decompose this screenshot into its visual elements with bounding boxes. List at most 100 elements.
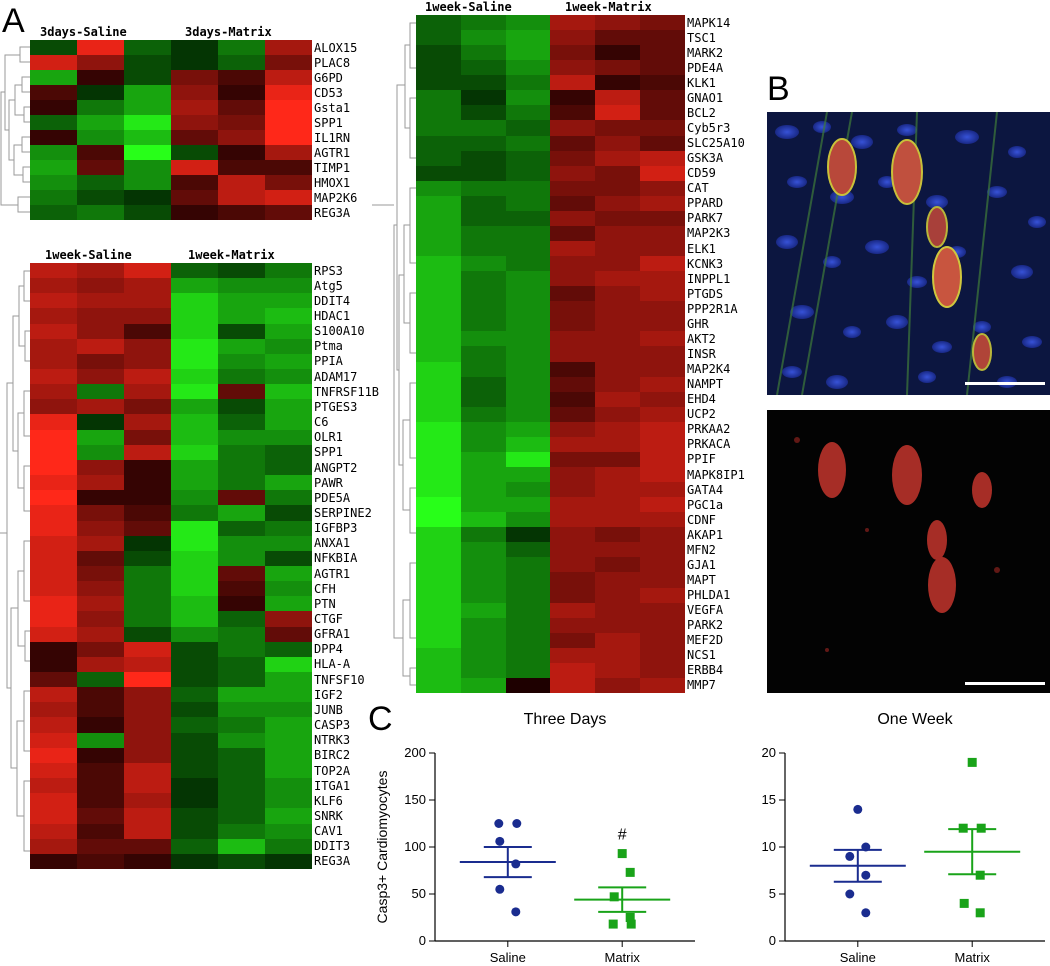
y-tick-label: 150: [404, 792, 426, 807]
gene-label: TNFRSF11B: [314, 384, 380, 399]
heatmap-cell: [77, 414, 124, 430]
heatmap-cell: [416, 120, 461, 136]
micrograph-merged-image: [767, 112, 1050, 395]
heatmap-cell: [30, 596, 77, 612]
heatmap-cell: [460, 677, 506, 693]
heatmap-cell: [550, 466, 596, 483]
heatmap-cell: [640, 150, 685, 166]
heatmap-cell: [550, 406, 596, 422]
heatmap-cell: [505, 421, 551, 437]
heatmap-cell: [460, 90, 506, 106]
heatmap-cell: [124, 581, 171, 597]
heatmap-cell: [30, 702, 77, 718]
heatmap-cell: [171, 581, 218, 597]
heatmap-cell: [30, 581, 77, 597]
heatmap-cell: [460, 256, 506, 272]
data-point-circle: [511, 859, 521, 869]
heatmap-cell: [550, 632, 596, 648]
heatmap-cell: [265, 384, 312, 400]
chart-one-week: One Week 0 5 10 15 20 Saline Matrix: [700, 700, 1050, 966]
gene-label: SLC25A10: [687, 136, 745, 151]
gene-label: G6PD: [314, 70, 343, 85]
heatmap-cell: [218, 778, 265, 794]
heatmap-cell: [77, 581, 124, 597]
heatmap-cell: [218, 399, 265, 415]
heatmap-cell: [640, 45, 685, 61]
heatmap-cell: [550, 557, 596, 573]
heatmap-cell: [550, 331, 596, 347]
gene-label: KLF6: [314, 793, 343, 808]
gene-label: INSR: [687, 347, 716, 361]
data-point-square: [608, 919, 618, 929]
heatmap-cell: [640, 210, 685, 226]
gene-label: GFRA1: [314, 627, 351, 642]
heatmap-cell: [218, 656, 265, 673]
heatmap-cell: [218, 550, 265, 566]
gene-label: TSC1: [687, 30, 716, 45]
gene-label: REG3A: [314, 205, 351, 220]
heatmap-cell: [218, 808, 265, 824]
heatmap-cell: [171, 490, 218, 506]
heatmap-cell: [265, 293, 312, 309]
heatmap-cell: [550, 271, 596, 287]
heatmap-cell: [416, 105, 461, 121]
gene-label: Atg5: [314, 278, 343, 293]
heatmap-cell: [640, 240, 685, 257]
x-tick-label: Saline: [490, 950, 526, 965]
heatmap-cell: [77, 702, 124, 718]
heatmap-cell: [171, 175, 218, 190]
heatmap-cell: [77, 369, 124, 385]
heatmap-cell: [640, 466, 685, 483]
heatmap-cell: [640, 632, 685, 648]
heatmap-cell: [77, 475, 124, 491]
heatmap-cell: [460, 105, 506, 121]
heatmap-cell: [30, 641, 77, 657]
heatmap-cell: [30, 338, 77, 354]
heatmap-cell: [550, 105, 596, 121]
heatmap-cell: [171, 853, 218, 869]
heatmap-cell: [595, 512, 641, 528]
heatmap-cell: [265, 115, 312, 130]
heatmap-cell: [30, 115, 77, 130]
gene-label: IGF2: [314, 687, 343, 702]
heatmap-cell: [30, 732, 77, 748]
heatmap-cell: [124, 369, 171, 385]
heatmap-cell: [30, 808, 77, 824]
heatmap-cell: [460, 527, 506, 543]
heatmap-cell: [124, 656, 171, 673]
heatmap-cell: [416, 632, 461, 648]
heatmap-cell: [77, 505, 124, 521]
heatmap-cell: [550, 316, 596, 332]
heatmap-cell: [640, 256, 685, 272]
heatmap-cell: [30, 778, 77, 794]
gene-label: REG3A: [314, 854, 351, 869]
gene-label: ADAM17: [314, 369, 358, 384]
x-tick-label: Matrix: [605, 950, 641, 965]
gene-label: HLA-A: [314, 657, 351, 672]
heatmap-cell: [77, 732, 124, 748]
heatmap-cell: [460, 436, 506, 452]
heatmap-cell: [640, 587, 685, 603]
gene-label: PPP2R1A: [687, 301, 738, 316]
heatmap-cell: [505, 165, 551, 181]
heatmap-cell: [30, 323, 77, 339]
gene-label: PRKAA2: [687, 422, 731, 437]
heatmap-cell: [416, 286, 461, 302]
heatmap-cell: [124, 338, 171, 354]
gene-label: CTGF: [314, 612, 343, 627]
gene-label: GSK3A: [687, 151, 724, 166]
heatmap-cell: [265, 550, 312, 566]
gene-label-list: MAPK14 TSC1 MARK2 PDE4A KLK1 GNAO1 BCL2 Cyb5r3 S…: [687, 15, 767, 693]
heatmap-cell: [595, 497, 641, 513]
heatmap-cell: [218, 40, 265, 55]
gene-label: MAPT: [687, 573, 716, 587]
heatmap-cell: [505, 271, 551, 287]
data-point-circle: [861, 870, 871, 880]
gene-label: AGTR1: [314, 566, 351, 581]
gene-label: IGFBP3: [314, 521, 358, 536]
heatmap-cell: [124, 399, 171, 415]
heatmap-cell: [218, 278, 265, 294]
heatmap-cell: [124, 565, 171, 582]
gene-label: ANXA1: [314, 536, 351, 551]
heatmap-cell: [640, 662, 685, 678]
